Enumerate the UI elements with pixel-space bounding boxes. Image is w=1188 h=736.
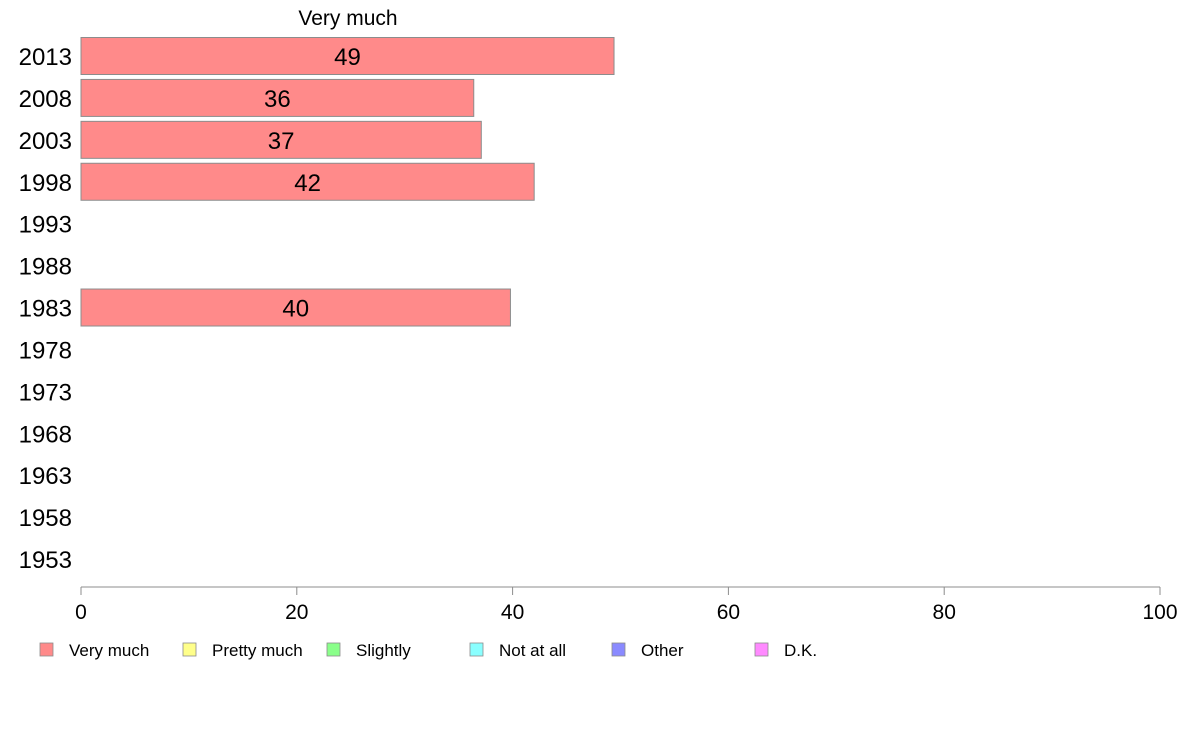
bar-2003 [80, 120, 482, 159]
bar-1983 [80, 288, 511, 327]
legend: Very much Pretty much Slightly Not at all Ot… [39, 641, 817, 660]
y-tick-label-2008: 2008 [19, 86, 72, 113]
legend-swatch-pretty-much [182, 642, 197, 657]
legend-swatch-very-much [39, 642, 54, 657]
y-tick-label-1973: 1973 [19, 379, 72, 406]
x-tick-label-40: 40 [501, 601, 524, 624]
bars-group: 49 36 37 42 40 [80, 37, 615, 327]
y-tick-label-1958: 1958 [19, 505, 72, 532]
y-axis-tick-labels: 2013 2008 2003 1998 1993 1988 1983 1978 1973 1968… [19, 44, 72, 574]
bar-label-2003: 37 [268, 128, 295, 155]
y-tick-label-2013: 2013 [19, 44, 72, 71]
y-tick-label-1953: 1953 [19, 547, 72, 574]
y-tick-label-2003: 2003 [19, 128, 72, 155]
x-tick-label-80: 80 [933, 601, 956, 624]
y-tick-label-1998: 1998 [19, 170, 72, 197]
x-axis: 0 20 40 60 80 100 [75, 586, 1178, 624]
legend-swatch-not-at-all [469, 642, 484, 657]
legend-swatch-d-k [754, 642, 769, 657]
y-tick-label-1963: 1963 [19, 463, 72, 490]
bar-label-1983: 40 [282, 296, 309, 323]
y-tick-label-1988: 1988 [19, 254, 72, 281]
legend-label-other: Other [641, 641, 684, 660]
y-tick-label-1978: 1978 [19, 337, 72, 364]
bar-2008 [80, 78, 475, 117]
legend-label-not-at-all: Not at all [499, 641, 566, 660]
legend-label-d-k: D.K. [784, 641, 817, 660]
x-tick-label-60: 60 [717, 601, 740, 624]
bar-2013 [80, 37, 615, 75]
legend-label-very-much: Very much [69, 641, 149, 660]
x-tick-label-0: 0 [75, 601, 87, 624]
bar-label-2013: 49 [334, 44, 361, 71]
chart-title: Very much [298, 7, 397, 30]
y-tick-label-1968: 1968 [19, 421, 72, 448]
y-tick-label-1983: 1983 [19, 296, 72, 323]
legend-swatch-other [611, 642, 626, 657]
x-tick-label-20: 20 [285, 601, 308, 624]
y-tick-label-1993: 1993 [19, 212, 72, 239]
x-tick-label-100: 100 [1142, 601, 1177, 624]
legend-label-slightly: Slightly [356, 641, 411, 660]
legend-swatch-slightly [326, 642, 341, 657]
bar-label-1998: 42 [294, 170, 321, 197]
legend-label-pretty-much: Pretty much [212, 641, 303, 660]
bar-1998 [80, 162, 535, 201]
bar-label-2008: 36 [264, 86, 291, 113]
